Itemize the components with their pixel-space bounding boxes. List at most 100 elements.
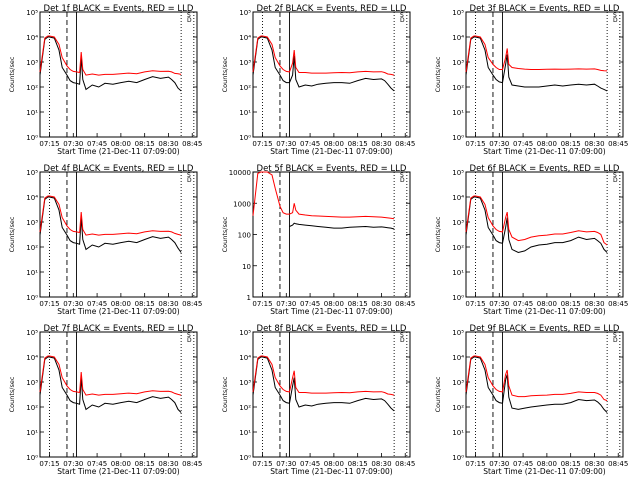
y-tick-label: 10¹ bbox=[26, 109, 38, 117]
y-tick-label: 10⁰ bbox=[452, 294, 464, 302]
y-tick-label: 10² bbox=[26, 84, 38, 92]
x-tick-label: 08:45 bbox=[608, 460, 628, 468]
plot-frame bbox=[40, 12, 197, 137]
y-axis-label: Counts/sec bbox=[8, 216, 16, 252]
event-rate-series bbox=[466, 37, 607, 91]
y-tick-label: 10³ bbox=[26, 219, 38, 227]
lld-rate-series bbox=[253, 36, 394, 75]
x-axis-label: Start Time (21-Dec-11 07:09:00) bbox=[270, 147, 392, 156]
y-tick-label: 10⁵ bbox=[26, 9, 38, 17]
chart-panel-8: Det 8f BLACK = Events, RED = LLDSD10⁰10¹… bbox=[221, 324, 415, 476]
y-axis-label: Counts/sec bbox=[434, 376, 442, 412]
corner-label: D bbox=[187, 337, 192, 344]
event-rate-series bbox=[40, 37, 181, 91]
x-tick-label: 08:45 bbox=[182, 300, 202, 308]
x-axis-label: Start Time (21-Dec-11 07:09:00) bbox=[483, 307, 605, 316]
y-tick-label: 10⁰ bbox=[239, 454, 251, 462]
y-tick-label: 10⁰ bbox=[26, 294, 38, 302]
y-tick-label: 10⁴ bbox=[26, 34, 38, 42]
y-tick-label: 10⁰ bbox=[452, 454, 464, 462]
y-tick-label: 10 bbox=[242, 263, 251, 271]
y-axis-label: Counts/sec bbox=[221, 216, 229, 252]
x-tick-label: 08:45 bbox=[182, 140, 202, 148]
x-axis-label: Start Time (21-Dec-11 07:09:00) bbox=[57, 467, 179, 476]
corner-label: D bbox=[613, 17, 618, 24]
lld-rate-series bbox=[466, 356, 607, 401]
y-tick-label: 10³ bbox=[452, 219, 464, 227]
x-axis-label: Start Time (21-Dec-11 07:09:00) bbox=[270, 307, 392, 316]
event-rate-series bbox=[40, 197, 181, 253]
corner-label: D bbox=[400, 17, 405, 24]
chart-panel-1: Det 1f BLACK = Events, RED = LLDSD10⁰10¹… bbox=[8, 4, 202, 156]
event-rate-series bbox=[466, 357, 607, 413]
y-tick-label: 10⁵ bbox=[239, 329, 251, 337]
plot-frame bbox=[40, 172, 197, 297]
y-tick-label: 10² bbox=[239, 404, 251, 412]
y-axis-label: Counts/sec bbox=[221, 56, 229, 92]
y-axis-label: Counts/sec bbox=[434, 216, 442, 252]
y-tick-label: 10³ bbox=[239, 59, 251, 67]
event-rate-series bbox=[290, 223, 395, 229]
plot-frame bbox=[253, 172, 410, 297]
y-tick-label: 10⁰ bbox=[26, 134, 38, 142]
y-tick-label: 10⁴ bbox=[239, 354, 251, 362]
plot-frame bbox=[466, 172, 623, 297]
plot-frame bbox=[466, 12, 623, 137]
y-axis-label: Counts/sec bbox=[8, 56, 16, 92]
y-tick-label: 10⁵ bbox=[26, 329, 38, 337]
x-tick-label: 08:45 bbox=[608, 300, 628, 308]
y-tick-label: 1 bbox=[247, 294, 251, 302]
y-tick-label: 10¹ bbox=[26, 269, 38, 277]
y-tick-label: 10⁴ bbox=[452, 354, 464, 362]
y-tick-label: 10⁴ bbox=[26, 194, 38, 202]
corner-label: D bbox=[400, 177, 405, 184]
x-axis-label: Start Time (21-Dec-11 07:09:00) bbox=[57, 307, 179, 316]
y-tick-label: 10⁵ bbox=[452, 169, 464, 177]
lld-rate-series bbox=[40, 196, 181, 235]
y-tick-label: 10³ bbox=[452, 59, 464, 67]
event-rate-series bbox=[40, 357, 181, 413]
y-tick-label: 10¹ bbox=[452, 109, 464, 117]
lld-rate-series bbox=[40, 356, 181, 395]
plot-frame bbox=[40, 332, 197, 457]
corner-label: D bbox=[187, 17, 192, 24]
lld-rate-series bbox=[40, 36, 181, 75]
plot-frame bbox=[253, 332, 410, 457]
y-tick-label: 10¹ bbox=[239, 109, 251, 117]
x-axis-label: Start Time (21-Dec-11 07:09:00) bbox=[270, 467, 392, 476]
event-rate-series bbox=[466, 197, 607, 253]
y-tick-label: 10⁰ bbox=[26, 454, 38, 462]
lld-rate-series bbox=[253, 356, 394, 395]
y-axis-label: Counts/sec bbox=[8, 376, 16, 412]
y-tick-label: 10¹ bbox=[239, 429, 251, 437]
corner-label: D bbox=[613, 177, 618, 184]
x-tick-label: 08:45 bbox=[608, 140, 628, 148]
corner-label: D bbox=[187, 177, 192, 184]
corner-label: D bbox=[400, 337, 405, 344]
corner-label: D bbox=[613, 337, 618, 344]
lld-rate-series bbox=[466, 36, 607, 72]
y-tick-label: 10² bbox=[26, 404, 38, 412]
y-axis-label: Counts/sec bbox=[434, 56, 442, 92]
y-tick-label: 10³ bbox=[26, 379, 38, 387]
x-axis-label: Start Time (21-Dec-11 07:09:00) bbox=[483, 147, 605, 156]
y-tick-label: 10² bbox=[452, 84, 464, 92]
y-tick-label: 10⁵ bbox=[452, 329, 464, 337]
y-tick-label: 1000 bbox=[233, 200, 251, 208]
y-tick-label: 10⁵ bbox=[239, 9, 251, 17]
x-axis-label: Start Time (21-Dec-11 07:09:00) bbox=[57, 147, 179, 156]
y-tick-label: 10¹ bbox=[452, 269, 464, 277]
y-tick-label: 10⁰ bbox=[239, 134, 251, 142]
y-tick-label: 10⁴ bbox=[239, 34, 251, 42]
y-tick-label: 10¹ bbox=[26, 429, 38, 437]
detector-chart-grid: Det 1f BLACK = Events, RED = LLDSD10⁰10¹… bbox=[0, 0, 640, 480]
x-axis-label: Start Time (21-Dec-11 07:09:00) bbox=[483, 467, 605, 476]
plot-frame bbox=[253, 12, 410, 137]
x-tick-label: 08:45 bbox=[182, 460, 202, 468]
y-tick-label: 10⁴ bbox=[26, 354, 38, 362]
